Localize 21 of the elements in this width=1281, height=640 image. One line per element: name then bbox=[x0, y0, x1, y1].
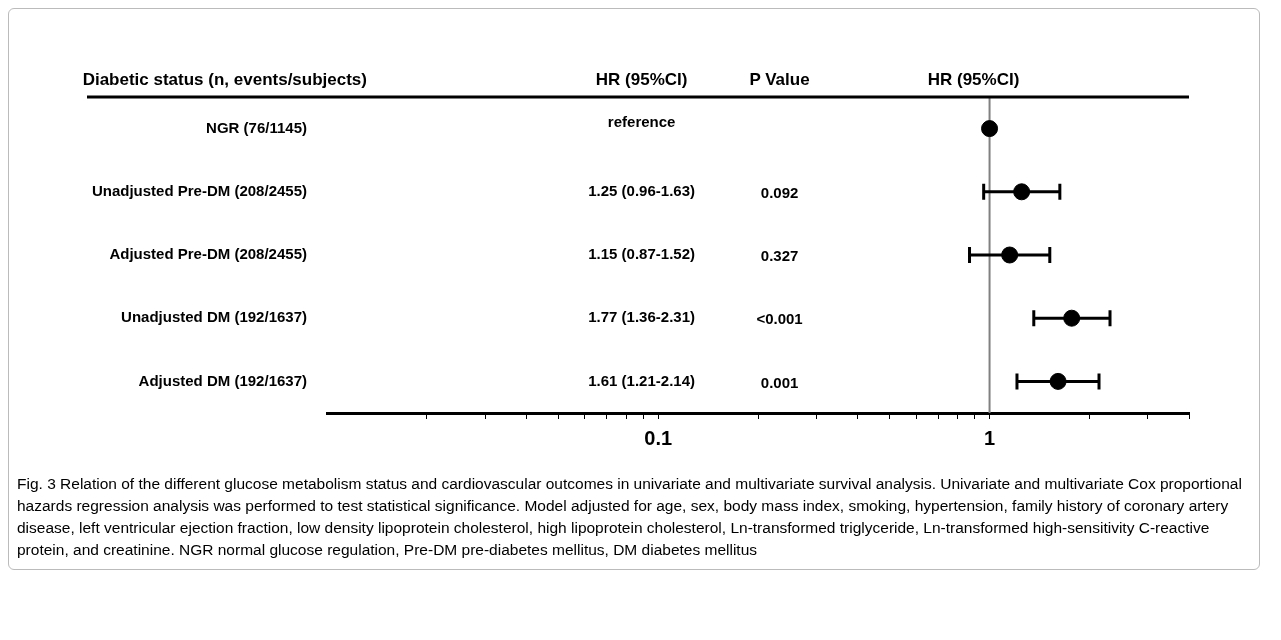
y-tick-label: Unadjusted Pre-DM (208/2455) bbox=[91, 181, 307, 199]
annotation: <0.001 bbox=[756, 310, 803, 328]
annotation: 0.327 bbox=[760, 247, 799, 265]
annotation: 1.25 (0.96-1.63) bbox=[588, 181, 696, 199]
x-tick-label: 1 bbox=[983, 426, 996, 449]
text: Diabetic status (n, events/subjects) bbox=[82, 70, 367, 90]
y-tick-label: Unadjusted DM (192/1637) bbox=[121, 308, 307, 326]
x-tick-label: 0.1 bbox=[644, 426, 673, 449]
y-tick-label: Adjusted Pre-DM (208/2455) bbox=[109, 245, 307, 263]
text: HR (95%CI) bbox=[927, 70, 1020, 90]
text: P Value bbox=[749, 70, 810, 90]
annotation: 0.001 bbox=[760, 373, 799, 391]
annotation: 1.15 (0.87-1.52) bbox=[588, 245, 696, 263]
annotation: 1.61 (1.21-2.14) bbox=[588, 371, 696, 389]
annotation: 1.77 (1.36-2.31) bbox=[588, 308, 696, 326]
text: HR (95%CI) bbox=[595, 70, 688, 90]
y-tick-label: NGR (76/1145) bbox=[206, 118, 307, 136]
annotation: 0.092 bbox=[760, 183, 799, 201]
y-tick-label: Adjusted DM (192/1637) bbox=[138, 371, 307, 389]
annotation: reference bbox=[607, 112, 676, 130]
caption: Fig. 3 Relation of the different glucose metabolism status and cardiovascular outcomes in univariate and multivariate survival analysis. Univariate and multivariate Cox proportional hazards regression analysis was performed to test statistical significance. Model adjusted for age, sex, body mass index, smoking, hypertension, family history of coronary artery disease, left ventricular ejection fraction, low density lipoprotein cholesterol, high lipoprotein cholesterol, Ln-transformed triglyceride, Ln-transformed high-sensitivity C-reactive protein, and creatinine. NGR normal glucose regulation, Pre-DM pre-diabetes mellitus, DM diabetes mellitus bbox=[16, 474, 1243, 560]
